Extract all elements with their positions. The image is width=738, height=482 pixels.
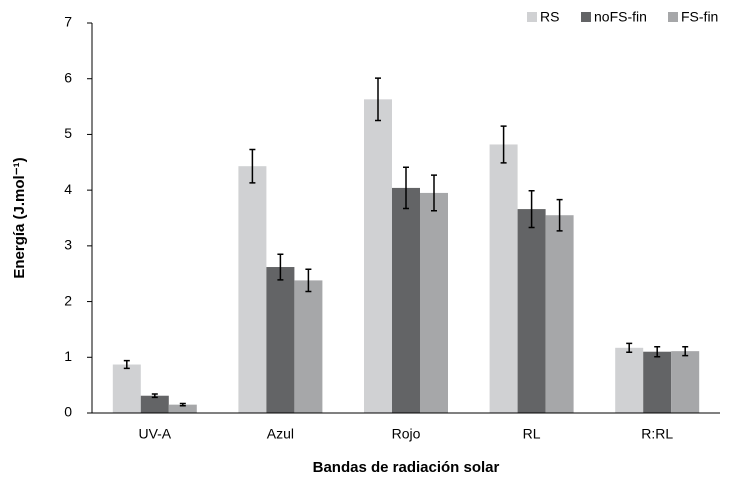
legend-swatch: [581, 12, 591, 22]
legend-label: FS-fin: [681, 9, 718, 25]
bar: [364, 99, 392, 413]
error-bar: [375, 77, 381, 122]
y-tick-label: 4: [64, 181, 72, 197]
error-bar: [179, 402, 186, 407]
error-bar: [403, 166, 409, 210]
x-tick-label: Azul: [267, 426, 294, 442]
x-tick-label: R:RL: [641, 426, 673, 442]
bar: [615, 347, 644, 413]
bar: [266, 267, 295, 413]
legend-label: noFS-fin: [594, 9, 647, 25]
bar: [420, 192, 448, 413]
error-bar: [277, 253, 284, 281]
error-bar: [431, 174, 437, 212]
y-tick-label: 2: [64, 292, 72, 308]
bar: [643, 351, 672, 413]
bar: [545, 215, 574, 413]
error-bar: [682, 345, 689, 357]
bar: [489, 144, 518, 413]
y-tick-label: 1: [64, 348, 72, 364]
y-tick-label: 3: [64, 237, 72, 253]
y-tick-label: 5: [64, 125, 72, 141]
error-bar: [305, 268, 312, 293]
bar: [517, 209, 546, 413]
bar: [140, 395, 169, 413]
error-bar: [556, 198, 563, 232]
bar: [392, 187, 420, 413]
y-tick-label: 0: [64, 404, 72, 420]
bar: [671, 351, 700, 413]
bar: [238, 166, 267, 413]
y-axis-title: Energía (J.mol⁻¹): [11, 157, 28, 278]
error-bar: [654, 345, 661, 358]
legend-swatch: [527, 12, 537, 22]
legend-label: RS: [540, 9, 559, 25]
error-bar: [500, 125, 507, 164]
bar: [294, 280, 323, 413]
error-bar: [249, 148, 256, 184]
y-tick-label: 7: [64, 14, 72, 30]
x-tick-label: RL: [523, 426, 541, 442]
y-tick-label: 6: [64, 69, 72, 85]
legend-swatch: [668, 12, 678, 22]
error-bar: [528, 189, 535, 229]
x-tick-label: UV-A: [138, 426, 171, 442]
error-bar: [123, 359, 130, 370]
bar: [168, 404, 197, 413]
x-tick-label: Rojo: [392, 426, 421, 442]
x-axis-title: Bandas de radiación solar: [313, 459, 500, 476]
error-bar: [151, 393, 158, 399]
bar: [112, 364, 141, 413]
error-bar: [626, 342, 633, 354]
